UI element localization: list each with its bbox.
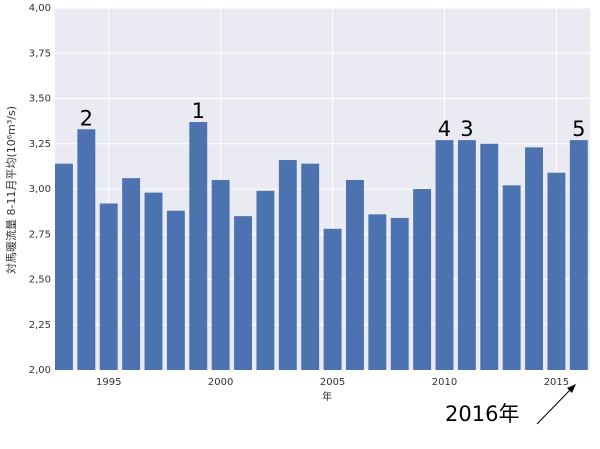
bar	[368, 214, 387, 370]
annotation: 3	[460, 117, 473, 141]
y-tick-label: 2,00	[29, 365, 51, 376]
x-axis-label: 年	[322, 390, 332, 403]
bar	[99, 203, 118, 370]
x-tick-label: 2015	[544, 377, 569, 388]
bar	[189, 122, 208, 370]
y-axis-label: 対馬暖流量 8-11月平均(10⁶m³/s)	[4, 106, 18, 274]
bar	[55, 163, 73, 370]
y-tick-label: 3,25	[29, 139, 51, 150]
y-tick-label: 2,25	[29, 320, 51, 331]
y-tick-label: 3,00	[29, 184, 51, 195]
bar	[323, 228, 342, 370]
x-tick-label: 1995	[96, 377, 121, 388]
y-tick-label: 4,00	[29, 3, 51, 14]
bar	[547, 172, 566, 370]
x-tick-label: 2010	[432, 377, 457, 388]
bar	[166, 210, 185, 370]
y-tick-label: 3,50	[29, 94, 51, 105]
arrow-label: 2016年	[445, 402, 519, 426]
annotation: 1	[192, 99, 205, 123]
bar	[525, 147, 543, 370]
bar	[211, 179, 230, 370]
bar	[122, 178, 141, 370]
bar	[346, 179, 364, 370]
y-tick-label: 2,75	[29, 229, 51, 240]
bar	[435, 140, 454, 370]
bar	[144, 192, 163, 370]
bar	[301, 163, 320, 370]
y-tick-label: 2,50	[29, 275, 51, 286]
bar	[457, 140, 476, 370]
arrow-head	[567, 384, 576, 393]
bar	[256, 190, 275, 370]
bar	[480, 143, 499, 370]
bar	[502, 185, 521, 370]
bar	[390, 217, 409, 370]
bars	[55, 122, 588, 370]
bar	[569, 140, 588, 370]
annotation: 4	[438, 117, 451, 141]
bar	[278, 160, 297, 370]
bar	[234, 216, 252, 370]
arrow	[536, 387, 573, 425]
x-tick-label: 2005	[320, 377, 345, 388]
annotation: 2	[80, 106, 93, 130]
annotation: 5	[572, 117, 585, 141]
y-tick-label: 3,75	[29, 48, 51, 59]
bar	[413, 189, 432, 370]
x-tick-label: 2000	[208, 377, 233, 388]
bar	[77, 129, 96, 370]
